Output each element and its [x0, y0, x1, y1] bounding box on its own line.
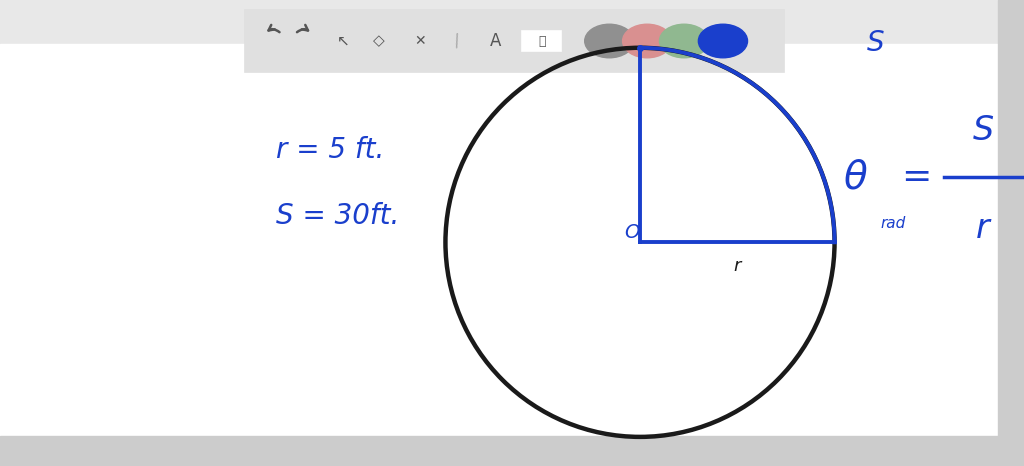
Text: rad: rad	[881, 216, 906, 231]
Bar	[0, 436, 1024, 466]
Text: 🖼: 🖼	[538, 34, 546, 48]
Text: r: r	[976, 212, 990, 245]
Ellipse shape	[659, 24, 709, 58]
Text: $\theta$: $\theta$	[843, 158, 867, 196]
Bar	[998, 0, 1024, 436]
Text: r: r	[733, 257, 741, 274]
Ellipse shape	[623, 24, 672, 58]
Text: O: O	[624, 224, 640, 242]
Text: S: S	[866, 29, 885, 57]
Bar	[244, 9, 784, 72]
Text: /: /	[453, 32, 463, 50]
Text: S = 30ft.: S = 30ft.	[276, 202, 399, 230]
Bar	[522, 31, 561, 51]
Text: ✕: ✕	[414, 34, 426, 48]
Text: ◇: ◇	[373, 34, 385, 48]
Ellipse shape	[698, 24, 748, 58]
Ellipse shape	[585, 24, 634, 58]
Bar	[0, 44, 1024, 436]
Text: S: S	[973, 114, 993, 147]
Text: A: A	[489, 32, 502, 50]
Text: r = 5 ft.: r = 5 ft.	[276, 137, 385, 164]
Text: ↖: ↖	[337, 34, 349, 48]
Text: =: =	[901, 160, 932, 194]
